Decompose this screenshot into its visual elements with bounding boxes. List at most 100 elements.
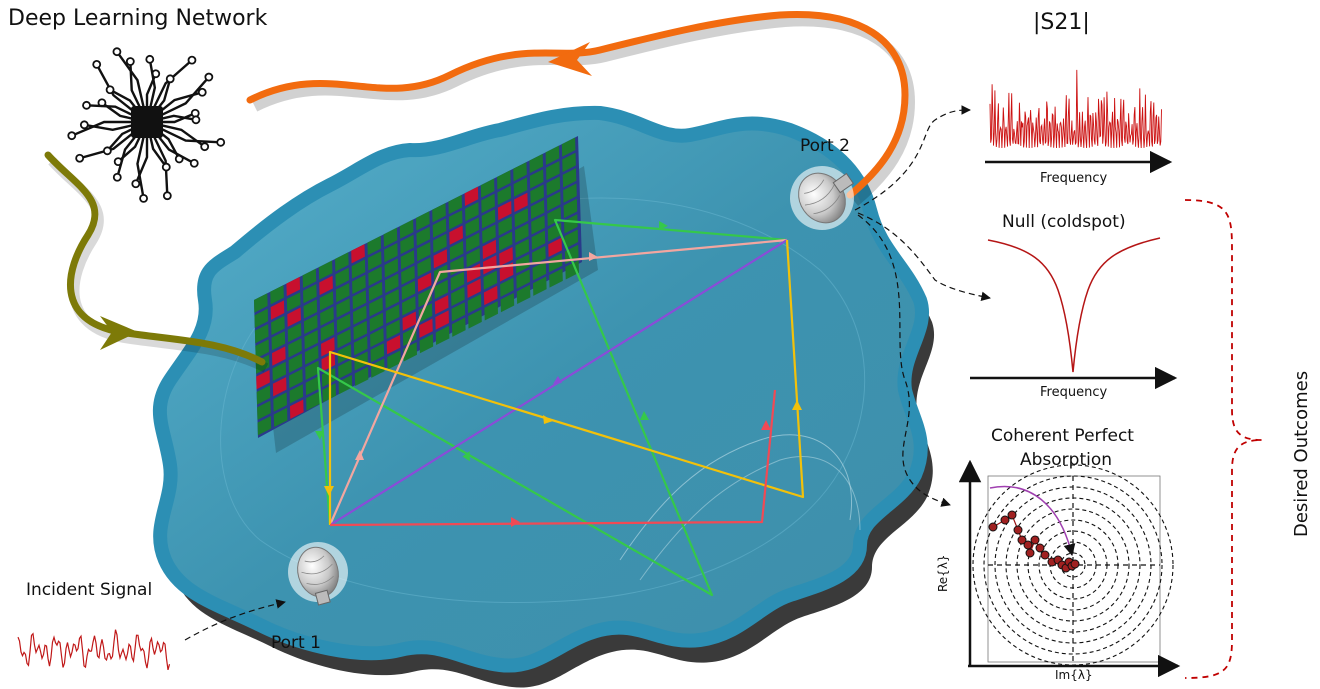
metasurface-element: [256, 385, 271, 405]
chip-node: [165, 74, 175, 84]
metasurface-element: [465, 232, 480, 252]
metasurface-element: [288, 353, 303, 373]
metasurface-element: [435, 325, 450, 346]
metasurface-element: [368, 266, 382, 286]
metasurface-element: [416, 241, 431, 262]
incident-signal-label: Incident Signal: [26, 580, 153, 600]
metasurface-element: [481, 193, 495, 214]
metasurface-element: [451, 317, 466, 337]
metasurface-element: [416, 226, 431, 246]
chip-trace: [160, 127, 221, 144]
chip-node: [105, 85, 115, 95]
metasurface-element: [257, 400, 271, 420]
metasurface-element: [498, 216, 512, 236]
metasurface-element: [369, 312, 384, 332]
link-s21: [854, 105, 971, 211]
metasurface-element: [515, 238, 530, 259]
metasurface-element: [337, 344, 352, 364]
metasurface-element: [561, 137, 576, 157]
chip-trace: [148, 59, 157, 107]
ray-arrow: [640, 411, 649, 420]
metasurface-element: [465, 217, 480, 237]
re-axis-label: Re{λ}: [936, 554, 950, 592]
metasurface-element: [434, 295, 449, 315]
metasurface-element: [385, 289, 400, 309]
cavity-surface: [152, 105, 929, 673]
metasurface-element: [482, 239, 497, 260]
metasurface-element: [432, 218, 447, 238]
chip-trace: [117, 135, 142, 163]
chip-node: [92, 60, 102, 69]
metasurface-element: [483, 255, 497, 275]
metasurface-element: [353, 320, 368, 341]
metasurface-element: [370, 327, 384, 348]
metasurface-element: [530, 184, 544, 204]
eigenvalue-point: [1013, 525, 1023, 535]
metasurface-element: [272, 361, 287, 382]
metasurface-element: [466, 248, 481, 268]
chip-trace: [106, 127, 134, 152]
metasurface-element: [514, 192, 528, 213]
chip-node: [216, 137, 226, 147]
s21-title: |S21|: [1033, 10, 1090, 35]
metasurface-element: [287, 307, 301, 327]
metasurface-element: [449, 225, 463, 245]
metasurface-element: [386, 319, 400, 339]
chip-node: [200, 142, 210, 152]
chip-trace: [152, 135, 169, 196]
metasurface-element: [270, 285, 284, 305]
chip-trace: [156, 133, 195, 165]
metasurface-element: [385, 304, 400, 324]
metasurface-element: [320, 321, 335, 342]
metasurface-element: [513, 162, 527, 182]
eigenvalue-point: [1017, 535, 1027, 545]
im-axis-label: Im{λ}: [1055, 668, 1093, 682]
cpa-plot: [958, 459, 1181, 678]
metasurface-element: [432, 203, 446, 223]
metasurface-element: [384, 273, 399, 293]
metasurface-element: [448, 210, 463, 230]
metasurface-element: [546, 191, 561, 211]
chip-node: [162, 191, 172, 201]
ray-arrow: [355, 450, 364, 460]
metasurface-element: [321, 352, 336, 372]
metasurface-element: [562, 152, 576, 173]
metasurface-element: [286, 276, 301, 297]
metasurface-element: [516, 269, 530, 289]
chip-node: [191, 115, 201, 125]
metasurface-element: [451, 286, 465, 307]
chip-node: [189, 158, 199, 168]
ray-arrow: [511, 517, 520, 527]
metasurface-element: [338, 359, 352, 379]
metasurface-element: [287, 322, 302, 343]
metasurface-element: [433, 233, 447, 254]
chip-node: [161, 162, 171, 172]
metasurface-element: [337, 328, 351, 349]
metasurface-element: [499, 246, 513, 267]
metasurface-element: [449, 240, 464, 261]
metasurface-element: [467, 294, 482, 314]
cavity-contour: [619, 434, 852, 561]
metasurface-element: [384, 258, 399, 278]
metasurface-element: [549, 268, 563, 288]
metasurface-element: [400, 234, 414, 255]
metasurface-element: [352, 274, 366, 295]
dashed-links: [184, 105, 991, 641]
metasurface-element: [353, 336, 368, 356]
metasurface-element: [545, 145, 560, 165]
control-arrowhead: [100, 316, 138, 350]
metasurface-element: [335, 252, 349, 272]
metasurface-element: [321, 337, 335, 357]
metasurface-element: [288, 338, 302, 358]
ray-arrow: [315, 431, 324, 440]
metasurface-element: [255, 339, 269, 359]
metasurface-element: [273, 392, 287, 412]
chip-trace: [162, 114, 197, 121]
s21-plot: [985, 69, 1173, 174]
metasurface-element: [450, 271, 465, 291]
metasurface-element: [272, 377, 287, 397]
ray-arrow: [543, 415, 553, 424]
metasurface-element: [416, 211, 430, 231]
link-cpa: [857, 214, 951, 507]
chip-node: [204, 72, 214, 82]
